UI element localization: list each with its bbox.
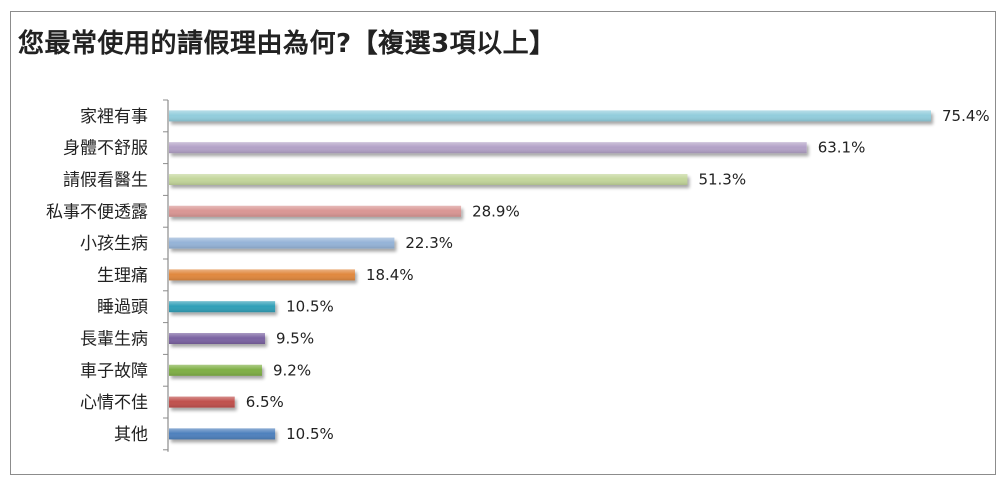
bar-highlight bbox=[169, 364, 262, 376]
value-label: 28.9% bbox=[472, 202, 520, 220]
bar-highlight bbox=[169, 396, 235, 408]
value-label: 9.5% bbox=[276, 330, 314, 348]
bar-highlight bbox=[169, 237, 395, 249]
bar-group bbox=[169, 237, 395, 249]
value-label: 22.3% bbox=[405, 234, 453, 252]
bar-group bbox=[169, 110, 931, 122]
value-label: 6.5% bbox=[246, 393, 284, 411]
bar-group bbox=[169, 333, 266, 344]
bar-group bbox=[169, 142, 807, 154]
bar-group bbox=[169, 269, 355, 281]
bar-group bbox=[169, 174, 688, 185]
value-label: 63.1% bbox=[818, 139, 866, 157]
category-label: 車子故障 bbox=[80, 361, 148, 381]
bar-highlight bbox=[169, 205, 462, 217]
value-label: 10.5% bbox=[286, 425, 334, 443]
bar-group bbox=[169, 428, 276, 440]
category-label: 睡過頭 bbox=[97, 298, 148, 318]
bar-highlight bbox=[169, 269, 355, 281]
bar-highlight bbox=[169, 142, 807, 154]
category-label: 小孩生病 bbox=[80, 234, 148, 254]
bar-highlight bbox=[169, 110, 931, 122]
category-label: 心情不佳 bbox=[80, 393, 148, 413]
category-label: 其他 bbox=[114, 425, 148, 445]
category-label: 私事不便透露 bbox=[46, 202, 148, 222]
bar-highlight bbox=[169, 174, 688, 185]
bar-highlight bbox=[169, 428, 276, 440]
category-label: 長輩生病 bbox=[80, 330, 148, 350]
bar-group bbox=[169, 396, 235, 408]
bar-group bbox=[169, 301, 276, 313]
value-label: 18.4% bbox=[366, 266, 414, 284]
value-label: 51.3% bbox=[698, 171, 746, 189]
value-label: 75.4% bbox=[942, 107, 990, 125]
bar-highlight bbox=[169, 301, 276, 313]
value-label: 9.2% bbox=[273, 361, 311, 379]
category-label: 身體不舒服 bbox=[63, 139, 148, 159]
bar-group bbox=[169, 364, 262, 376]
category-label: 請假看醫生 bbox=[63, 171, 148, 191]
bar-group bbox=[169, 205, 462, 217]
bar-highlight bbox=[169, 333, 266, 344]
category-label: 家裡有事 bbox=[80, 107, 148, 127]
category-label: 生理痛 bbox=[97, 266, 148, 286]
value-label: 10.5% bbox=[286, 298, 334, 316]
chart-title: 您最常使用的請假理由為何?【複選3項以上】 bbox=[18, 29, 556, 59]
